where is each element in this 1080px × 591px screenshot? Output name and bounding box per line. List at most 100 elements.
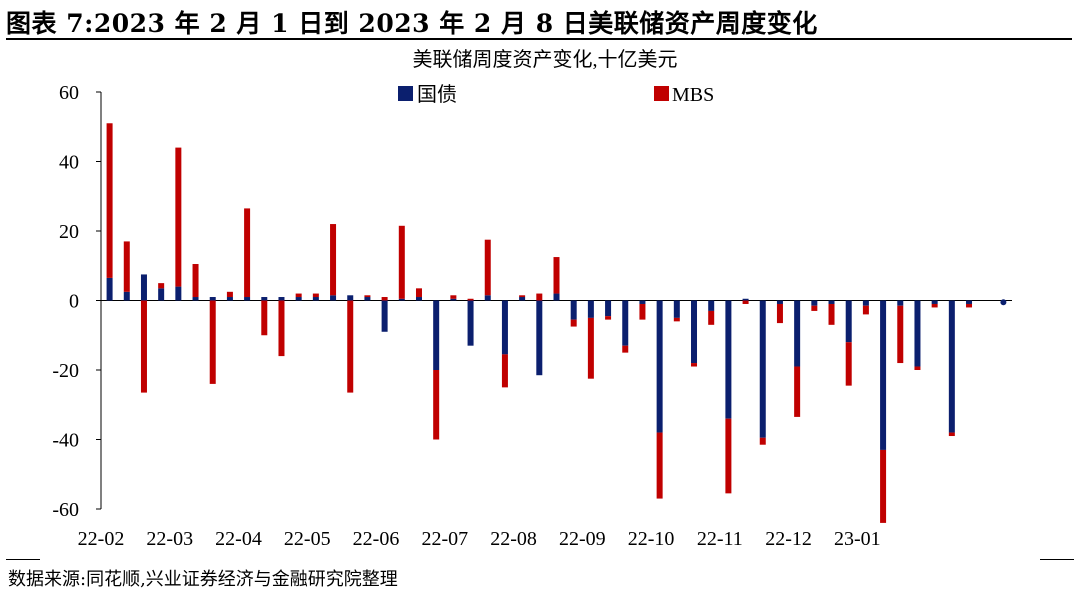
bar-treasury xyxy=(330,295,337,301)
y-tick-label: -40 xyxy=(52,430,79,452)
bar-treasury xyxy=(759,300,766,438)
bar-mbs xyxy=(433,370,440,440)
bar-treasury xyxy=(433,300,440,370)
bar-treasury xyxy=(897,300,904,306)
bar-treasury xyxy=(948,300,955,433)
x-axis: 22-02 22-03 22-04 22-05 22-06 22-07 22-08 22-09… xyxy=(78,300,1012,550)
bar-treasury xyxy=(708,300,715,311)
bar-mbs xyxy=(570,319,577,327)
bar-treasury xyxy=(175,286,182,301)
legend-swatch-treasury xyxy=(398,86,413,101)
bar-treasury xyxy=(381,300,388,332)
title-rule xyxy=(6,38,1072,40)
bar-treasury xyxy=(811,300,818,306)
x-tick-label: 22-05 xyxy=(284,528,331,550)
bar-treasury xyxy=(553,293,560,301)
x-tick-label: 22-11 xyxy=(697,528,743,550)
x-tick-label: 22-12 xyxy=(765,528,812,550)
chart-title: 美联储周度资产变化,十亿美元 xyxy=(413,48,678,71)
bar-mbs xyxy=(312,293,319,298)
bar-treasury xyxy=(742,298,749,301)
x-tick-label: 22-04 xyxy=(215,528,262,550)
source-note: 数据来源:同花顺,兴业证券经济与金融研究院整理 xyxy=(8,569,398,590)
x-tick-label: 22-06 xyxy=(353,528,400,550)
bar-treasury xyxy=(278,297,285,301)
bar-treasury xyxy=(914,300,921,367)
bar-mbs xyxy=(828,303,835,325)
bar-treasury xyxy=(226,297,233,301)
bar-treasury xyxy=(794,300,801,367)
x-tick-label: 22-10 xyxy=(628,528,675,550)
bar-treasury xyxy=(261,297,268,301)
bar-mbs xyxy=(347,300,354,393)
bar-treasury xyxy=(140,274,147,301)
bar-treasury xyxy=(605,300,612,317)
bar-mbs xyxy=(948,432,955,437)
bar-mbs xyxy=(897,305,904,364)
bar-mbs xyxy=(278,300,285,357)
bar-treasury xyxy=(587,300,594,318)
bar-mbs xyxy=(295,293,302,298)
bar-mbs xyxy=(708,310,715,325)
legend: 国债 MBS xyxy=(398,83,714,106)
bar-treasury xyxy=(536,300,543,376)
bar-mbs xyxy=(415,288,422,298)
bar-mbs xyxy=(244,208,251,298)
bar-treasury xyxy=(862,300,869,306)
bar-mbs xyxy=(931,303,938,308)
bar-treasury xyxy=(158,288,165,301)
bar-treasury xyxy=(725,300,732,419)
figure-title: 图表 7:2023 年 2 月 1 日到 2023 年 2 月 8 日美联储资产… xyxy=(6,9,818,38)
bar-mbs xyxy=(966,303,973,308)
bar-treasury xyxy=(209,297,216,301)
y-axis: 60 40 20 0 -20 -40 -60 xyxy=(52,82,102,521)
y-tick-label: 40 xyxy=(59,152,79,174)
y-tick-label: 60 xyxy=(59,82,79,104)
bar-mbs xyxy=(484,239,491,296)
bar-treasury xyxy=(347,295,354,301)
legend-label-treasury: 国债 xyxy=(417,83,457,106)
legend-swatch-mbs xyxy=(654,86,669,101)
bar-treasury xyxy=(570,300,577,320)
bar-treasury xyxy=(622,300,629,346)
bar-mbs xyxy=(673,317,680,322)
bar-treasury xyxy=(776,300,783,304)
bar-treasury xyxy=(364,297,371,301)
bar-mbs xyxy=(261,300,268,336)
bar-mbs xyxy=(656,432,663,499)
bar-treasury xyxy=(639,300,646,304)
bar-treasury xyxy=(106,277,113,301)
bar-treasury xyxy=(880,300,887,450)
bar-treasury xyxy=(519,297,526,301)
bar-treasury xyxy=(966,300,973,304)
bar-mbs xyxy=(776,303,783,324)
bar-treasury xyxy=(828,300,835,304)
bar-mbs xyxy=(536,293,543,301)
bar-treasury xyxy=(244,297,251,301)
bar-mbs xyxy=(691,363,698,367)
bar-mbs xyxy=(123,241,130,292)
x-tick-label: 22-02 xyxy=(78,528,125,550)
bar-mbs xyxy=(862,305,869,315)
bar-mbs xyxy=(467,298,474,301)
bar-mbs xyxy=(794,366,801,417)
bar-mbs xyxy=(759,437,766,445)
bar-mbs xyxy=(845,342,852,386)
bar-mbs xyxy=(639,303,646,320)
y-tick-label: -60 xyxy=(52,499,79,521)
bar-treasury xyxy=(398,298,405,301)
bar-mbs xyxy=(450,295,457,299)
x-tick-label: 22-07 xyxy=(421,528,468,550)
bar-mbs xyxy=(811,305,818,311)
bar-mbs xyxy=(553,257,560,294)
bar-treasury xyxy=(467,300,474,346)
bar-mbs xyxy=(175,147,182,287)
x-tick-label: 22-03 xyxy=(146,528,193,550)
bar-mbs xyxy=(209,300,216,384)
bar-mbs xyxy=(605,316,612,320)
bar-mbs xyxy=(226,291,233,298)
bar-mbs xyxy=(158,283,165,289)
bar-treasury xyxy=(192,297,199,301)
bar-treasury xyxy=(484,295,491,301)
bar-mbs xyxy=(880,449,887,523)
